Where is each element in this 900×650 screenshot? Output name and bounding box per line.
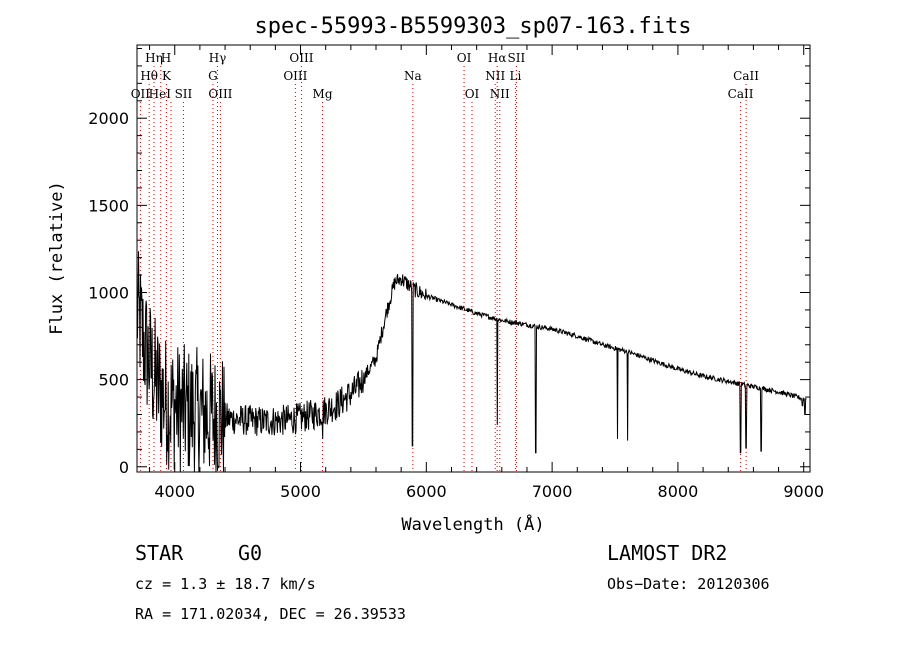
x-tick-label: 8000: [658, 482, 699, 501]
y-tick-label: 1500: [88, 196, 129, 215]
y-tick-label: 2000: [88, 109, 129, 128]
redshift-readout: cz = 1.3 ± 18.7 km/s: [135, 575, 316, 593]
line-label: SII: [508, 51, 526, 65]
coordinates: RA = 171.02034, DEC = 26.39533: [135, 605, 406, 623]
line-label: Hθ: [140, 69, 158, 83]
line-label: SII: [175, 87, 193, 101]
line-label: OIII: [289, 51, 313, 65]
line-label: Na: [404, 69, 422, 83]
y-axis: 0 500 1000 1500 2000: [88, 47, 810, 477]
line-label: OI: [457, 51, 472, 65]
y-tick-label: 1000: [88, 283, 129, 302]
line-label: H: [161, 51, 171, 65]
line-label: NII: [490, 87, 510, 101]
line-label: CaII: [728, 87, 754, 101]
line-label: NII: [485, 69, 505, 83]
x-axis: 4000 5000 6000 7000 8000 9000: [149, 45, 824, 501]
y-axis-label: Flux (relative): [47, 181, 67, 335]
y-tick-label: 0: [119, 458, 129, 477]
object-subclass: G0: [238, 541, 263, 565]
plot-frame: [136, 44, 811, 473]
line-label: Hη: [145, 51, 163, 65]
line-label: K: [162, 69, 172, 83]
line-label: G: [208, 69, 218, 83]
line-label: Li: [509, 69, 521, 83]
line-label: OI: [465, 87, 480, 101]
line-label: Mg: [313, 87, 333, 101]
survey-name: LAMOST DR2: [607, 541, 728, 565]
x-tick-label: 7000: [532, 482, 573, 501]
x-tick-label: 4000: [154, 482, 195, 501]
line-label: CaII: [733, 69, 759, 83]
line-label: Hγ: [209, 51, 227, 65]
spectral-line-markers: [139, 66, 747, 472]
x-tick-label: 9000: [783, 482, 824, 501]
x-axis-label: Wavelength (Å): [401, 513, 544, 535]
spectrum-line: [136, 251, 807, 473]
x-tick-label: 5000: [280, 482, 321, 501]
line-label: HeI: [149, 87, 172, 101]
line-label: Hα: [488, 51, 507, 65]
x-tick-label: 6000: [406, 482, 447, 501]
object-class: STAR: [135, 541, 184, 565]
line-label: OII: [131, 87, 151, 101]
line-label: OIII: [208, 87, 232, 101]
line-label: OIII: [283, 69, 307, 83]
obs-date: Obs−Date: 20120306: [607, 575, 770, 593]
y-tick-label: 500: [98, 371, 129, 390]
chart-title: spec-55993-B5599303_sp07-163.fits: [254, 14, 691, 39]
